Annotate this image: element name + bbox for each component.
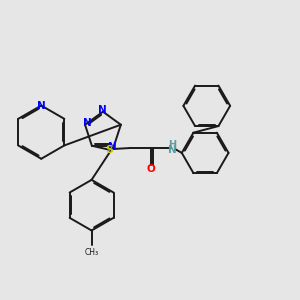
Text: CH₃: CH₃	[85, 248, 99, 257]
Text: H: H	[168, 140, 176, 150]
Text: S: S	[105, 145, 113, 155]
Text: N: N	[108, 142, 116, 152]
Text: N: N	[82, 118, 91, 128]
Text: N: N	[37, 100, 46, 110]
Text: O: O	[147, 164, 155, 174]
Text: N: N	[98, 105, 107, 116]
Text: N: N	[168, 145, 176, 155]
